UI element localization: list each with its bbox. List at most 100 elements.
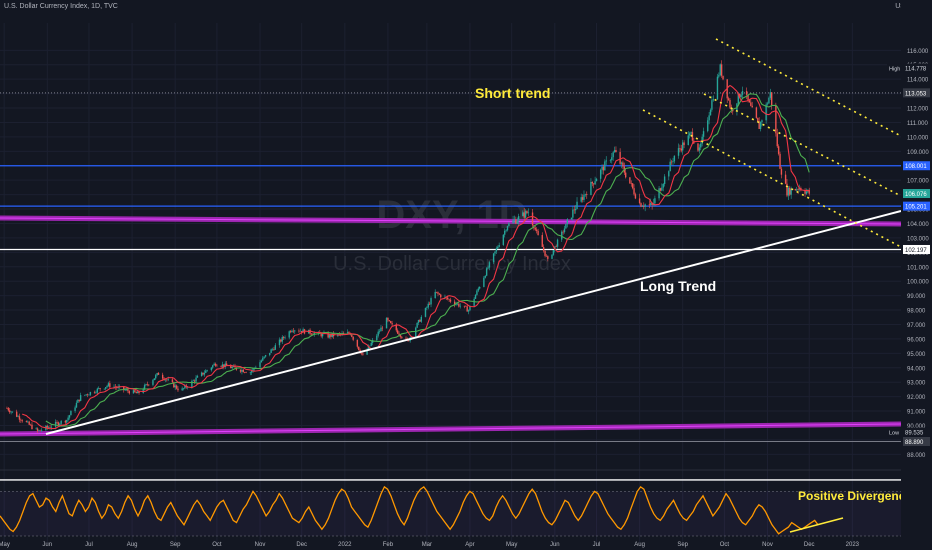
candle-body	[434, 291, 436, 299]
price-axis[interactable]: 88.00089.00090.00091.00092.00093.00094.0…	[907, 49, 929, 459]
candle-body	[786, 183, 788, 196]
candle-body	[612, 152, 614, 158]
candle-body	[221, 364, 224, 367]
purple-channel-lines[interactable]	[0, 215, 902, 437]
candle-body	[775, 105, 777, 134]
candle-body	[566, 219, 568, 224]
candle-body	[125, 389, 128, 390]
candle-body	[679, 148, 681, 149]
x-tick-label: Nov	[762, 542, 773, 548]
candle-body	[643, 206, 645, 207]
candle-body	[346, 332, 349, 334]
candle-body	[712, 99, 714, 101]
candle-body	[401, 336, 403, 338]
candle-body	[467, 310, 470, 312]
channel-lower-line[interactable]	[642, 109, 902, 248]
price-marker-label: High	[889, 66, 900, 72]
candle-body	[385, 317, 388, 329]
candle-body	[25, 421, 28, 423]
price-marker-value: 105.201	[905, 205, 927, 211]
candle-body	[435, 291, 438, 293]
channel-mid-line[interactable]	[703, 93, 902, 197]
candle-body	[498, 244, 500, 247]
candle-body	[428, 303, 431, 305]
price-marker-badge	[903, 189, 930, 199]
candle-body	[299, 330, 302, 332]
candle-body	[536, 229, 538, 231]
trendlines[interactable]	[45, 38, 902, 435]
candle-body	[85, 394, 87, 395]
candle-body	[690, 132, 692, 134]
candle-body	[670, 161, 673, 163]
candle-body	[210, 367, 213, 371]
rsi-pane: 80.2660.0040.00	[0, 475, 930, 537]
candle-body	[377, 331, 379, 336]
candle-body	[727, 98, 730, 100]
candle-body	[789, 187, 791, 195]
y-tick-label: 94.000	[907, 366, 926, 372]
candle-body	[242, 369, 245, 373]
candle-body	[750, 102, 752, 106]
candle-body	[367, 345, 370, 350]
candle-body	[177, 388, 179, 391]
candle-body	[682, 142, 684, 151]
candle-body	[732, 109, 734, 112]
candle-body	[609, 160, 612, 161]
candle-body	[513, 219, 516, 221]
candle-body	[249, 372, 251, 374]
candle-body	[216, 365, 218, 367]
chart-header-symbol: U.S. Dollar Currency Index, 1D, TVC	[4, 3, 118, 10]
candle-body	[780, 168, 783, 175]
candle-body	[18, 416, 21, 420]
candle-body	[691, 132, 694, 141]
candle-body	[342, 333, 345, 334]
candle-body	[604, 161, 606, 171]
candle-body	[230, 365, 232, 369]
price-marker-badge	[903, 201, 930, 211]
x-tick-label: May	[506, 542, 517, 548]
candle-body	[241, 369, 243, 372]
candle-body	[544, 250, 546, 256]
purple-lower-line[interactable]	[0, 423, 902, 435]
candle-body	[138, 391, 140, 393]
candle-body	[790, 189, 792, 195]
candle-body	[205, 370, 207, 373]
candle-body	[805, 191, 808, 194]
candle-body	[419, 319, 421, 322]
candle-body	[484, 275, 486, 278]
candle-body	[458, 303, 460, 307]
candle-body	[633, 188, 635, 195]
candle-body	[29, 424, 32, 426]
purple-upper-line[interactable]	[0, 217, 902, 225]
candle-body	[327, 333, 329, 338]
candle-body	[456, 303, 459, 305]
candle-body	[301, 330, 303, 333]
candle-body	[135, 392, 137, 394]
candle-body	[765, 104, 767, 121]
candle-body	[506, 226, 509, 231]
candle-body	[650, 203, 652, 205]
candle-body	[591, 181, 594, 184]
price-marker-value: 114.778	[905, 66, 927, 72]
candle-body	[104, 387, 107, 389]
long-trend-line[interactable]	[45, 210, 902, 435]
x-tick-label: May	[0, 542, 10, 548]
candle-body	[718, 75, 720, 77]
candle-body	[739, 93, 741, 98]
candle-body	[745, 91, 748, 95]
ema-green-line	[45, 93, 810, 427]
candle-body	[768, 97, 770, 104]
candle-body	[508, 223, 510, 227]
channel-upper-line[interactable]	[715, 38, 902, 137]
candle-body	[231, 366, 233, 369]
time-axis[interactable]: May Jun Jul Aug Sep Oct Nov Dec 2022 Feb Mar Apr May…	[0, 542, 860, 548]
candle-body	[426, 307, 428, 309]
candle-body	[50, 426, 53, 428]
candle-body	[202, 372, 204, 375]
price-marker-value: 88.890	[905, 440, 924, 446]
candle-body	[758, 121, 760, 129]
candle-body	[89, 392, 92, 395]
x-tick-label: Feb	[383, 542, 394, 548]
candle-body	[388, 320, 391, 322]
